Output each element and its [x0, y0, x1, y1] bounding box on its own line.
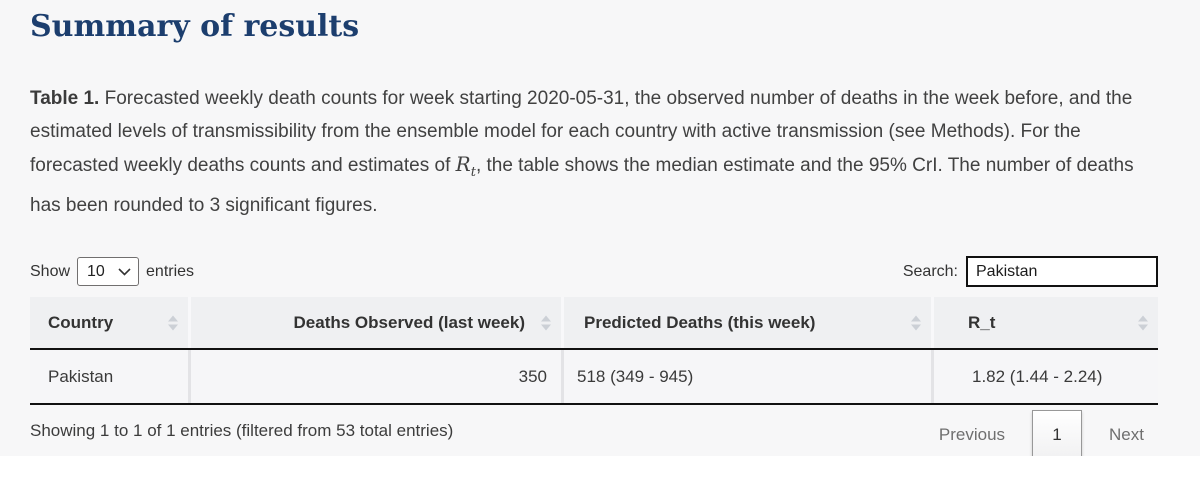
page-length-value: 10	[87, 262, 105, 280]
cell-rt: 1.82 (1.44 - 2.24)	[931, 350, 1158, 403]
current-page-button[interactable]: 1	[1032, 410, 1083, 456]
next-page-button[interactable]: Next	[1109, 425, 1144, 444]
table-header-row: Country Deaths Observed (last week) Pred…	[30, 297, 1158, 350]
search-label: Search:	[902, 262, 958, 280]
sort-icon	[911, 315, 921, 330]
report-page: Summary of results Table 1. Forecasted w…	[30, 8, 1158, 456]
pagination: Previous 1 Next	[939, 410, 1158, 456]
show-label: Show	[30, 262, 71, 280]
table-caption-text-1: Forecasted weekly death counts for week …	[30, 88, 1133, 176]
cell-predicted-deaths: 518 (349 - 945)	[561, 350, 931, 403]
cell-country: Pakistan	[30, 350, 188, 403]
entries-label: entries	[146, 262, 195, 280]
results-table: Country Deaths Observed (last week) Pred…	[30, 297, 1158, 405]
table-caption: Table 1. Forecasted weekly death counts …	[30, 82, 1152, 222]
column-header-deaths-observed[interactable]: Deaths Observed (last week)	[188, 297, 561, 348]
column-header-country[interactable]: Country	[30, 297, 188, 348]
table-caption-label: Table 1.	[30, 88, 100, 109]
entries-info: Showing 1 to 1 of 1 entries (filtered fr…	[30, 421, 454, 440]
page-title: Summary of results	[30, 9, 360, 44]
table-caption-text-2: , the table shows the median estimate an…	[30, 155, 1134, 216]
column-header-predicted-deaths[interactable]: Predicted Deaths (this week)	[561, 297, 931, 348]
table-row: Pakistan 350 518 (349 - 945) 1.82 (1.44 …	[30, 350, 1158, 405]
table-controls: Show 10 entries Search:	[30, 256, 1158, 287]
previous-page-button[interactable]: Previous	[938, 425, 1006, 444]
content-area: Summary of results Table 1. Forecasted w…	[30, 8, 1158, 456]
search-input[interactable]	[966, 256, 1158, 287]
sort-icon	[1138, 315, 1148, 330]
page-length-select[interactable]: 10	[77, 257, 140, 286]
search-control: Search:	[903, 256, 1158, 287]
sort-icon	[168, 315, 178, 330]
rt-math-symbol: Rt	[455, 152, 476, 180]
sort-icon	[541, 315, 551, 330]
chevron-down-icon	[118, 267, 131, 276]
table-footer: Showing 1 to 1 of 1 entries (filtered fr…	[30, 409, 1158, 456]
cell-deaths-observed: 350	[188, 350, 561, 403]
column-header-rt[interactable]: R_t	[931, 297, 1158, 348]
page-length-control: Show 10 entries	[30, 257, 194, 286]
